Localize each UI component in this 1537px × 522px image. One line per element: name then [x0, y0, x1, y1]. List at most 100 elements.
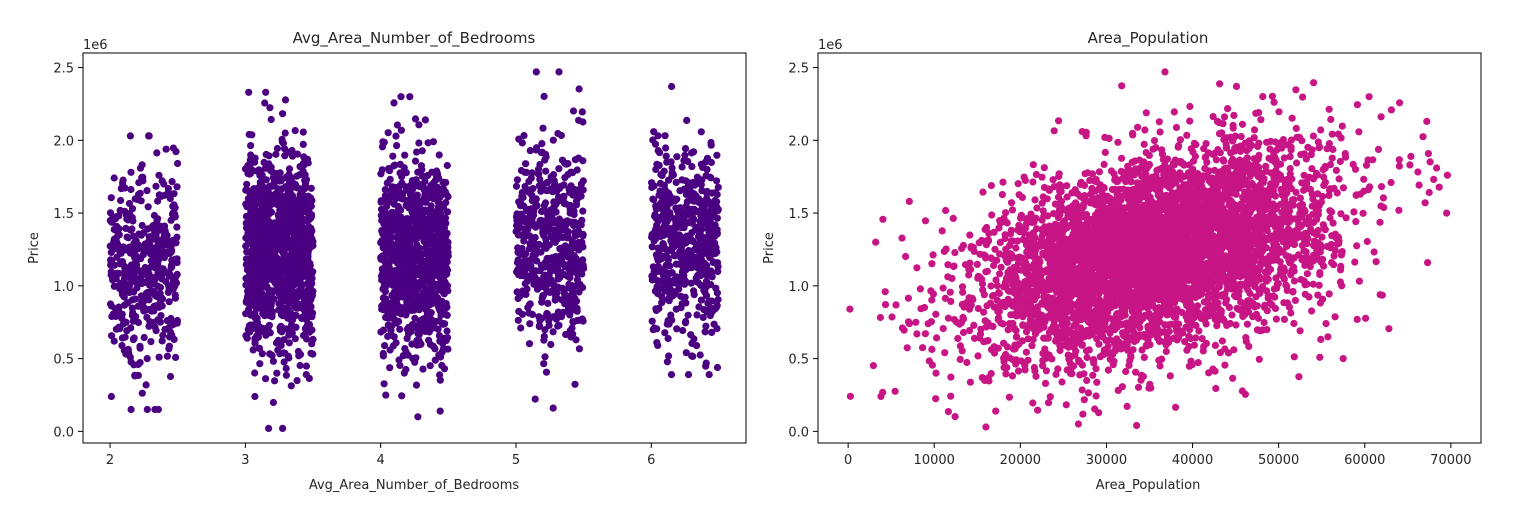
data-point — [557, 131, 566, 140]
data-point — [540, 360, 548, 368]
data-point — [579, 283, 587, 292]
data-point — [262, 266, 270, 274]
data-point — [396, 169, 404, 177]
data-point — [713, 151, 721, 159]
data-point — [657, 268, 665, 276]
data-point — [150, 302, 158, 311]
data-point — [662, 144, 670, 152]
data-point — [245, 201, 253, 209]
data-point — [266, 104, 274, 112]
data-point — [572, 231, 581, 239]
data-point — [666, 262, 674, 270]
data-point — [277, 238, 285, 246]
data-point — [699, 200, 707, 208]
data-point — [393, 121, 401, 129]
data-point — [166, 372, 175, 381]
data-point — [281, 96, 290, 104]
data-point — [1221, 361, 1229, 369]
data-point — [382, 299, 390, 307]
data-point — [169, 144, 177, 152]
data-point — [575, 85, 583, 93]
data-point — [150, 288, 159, 296]
data-point — [139, 251, 147, 259]
y-tick-label: 1.0 — [53, 280, 74, 295]
data-point — [417, 261, 425, 269]
data-point — [518, 310, 527, 318]
data-point — [443, 327, 451, 335]
data-point — [439, 345, 448, 353]
data-point — [287, 316, 295, 325]
data-point — [846, 392, 855, 400]
data-point — [681, 151, 689, 159]
data-point — [403, 290, 411, 298]
data-point — [659, 231, 668, 239]
data-point — [256, 167, 264, 175]
data-point — [250, 289, 258, 297]
data-point — [542, 167, 550, 175]
data-point — [296, 350, 305, 358]
data-point — [161, 325, 169, 334]
data-point — [127, 324, 135, 332]
data-point — [285, 222, 293, 230]
data-point — [425, 328, 433, 336]
data-point — [1377, 183, 1386, 191]
data-point — [439, 178, 447, 186]
data-point — [268, 244, 276, 252]
data-point — [672, 273, 680, 281]
data-point — [109, 243, 117, 251]
data-point — [1326, 214, 1334, 222]
data-point — [413, 225, 421, 234]
data-point — [393, 142, 401, 150]
data-point — [556, 274, 564, 282]
data-point — [1140, 140, 1148, 148]
data-point — [107, 261, 115, 269]
data-point — [165, 285, 173, 293]
data-point — [121, 184, 129, 192]
data-point — [649, 195, 657, 203]
data-point — [561, 224, 569, 232]
data-point — [131, 195, 139, 203]
data-point — [668, 164, 676, 172]
data-point — [253, 185, 261, 193]
data-point — [1105, 134, 1113, 142]
data-point — [381, 284, 389, 292]
data-point — [247, 142, 255, 150]
data-point — [401, 345, 409, 353]
data-point — [575, 116, 583, 124]
data-point — [261, 281, 269, 289]
data-point — [118, 258, 127, 266]
data-point — [260, 184, 268, 192]
data-point — [110, 282, 118, 290]
data-point — [385, 219, 393, 227]
data-point — [554, 198, 562, 206]
data-point — [243, 248, 251, 256]
data-point — [261, 99, 269, 107]
data-point — [268, 289, 276, 297]
data-point — [259, 237, 267, 245]
data-point — [566, 307, 575, 315]
data-point — [713, 289, 722, 297]
data-point — [397, 93, 405, 101]
data-point — [254, 198, 262, 206]
data-point — [422, 250, 430, 258]
data-point — [252, 228, 260, 236]
data-point — [525, 309, 533, 317]
data-point — [378, 237, 386, 245]
data-point — [408, 207, 416, 215]
chart-title: Avg_Area_Number_of_Bedrooms — [293, 29, 536, 48]
data-point — [279, 424, 287, 432]
data-point — [681, 145, 690, 153]
data-point — [378, 166, 386, 174]
data-point — [281, 129, 289, 137]
data-point — [421, 116, 429, 124]
data-point — [690, 148, 698, 156]
data-point — [435, 151, 443, 159]
data-point — [140, 333, 148, 342]
data-point — [131, 371, 139, 379]
data-point — [675, 280, 684, 288]
data-point — [433, 167, 441, 175]
data-point — [1186, 102, 1194, 111]
data-point — [282, 371, 290, 379]
data-point — [299, 128, 307, 136]
data-point — [653, 283, 661, 291]
